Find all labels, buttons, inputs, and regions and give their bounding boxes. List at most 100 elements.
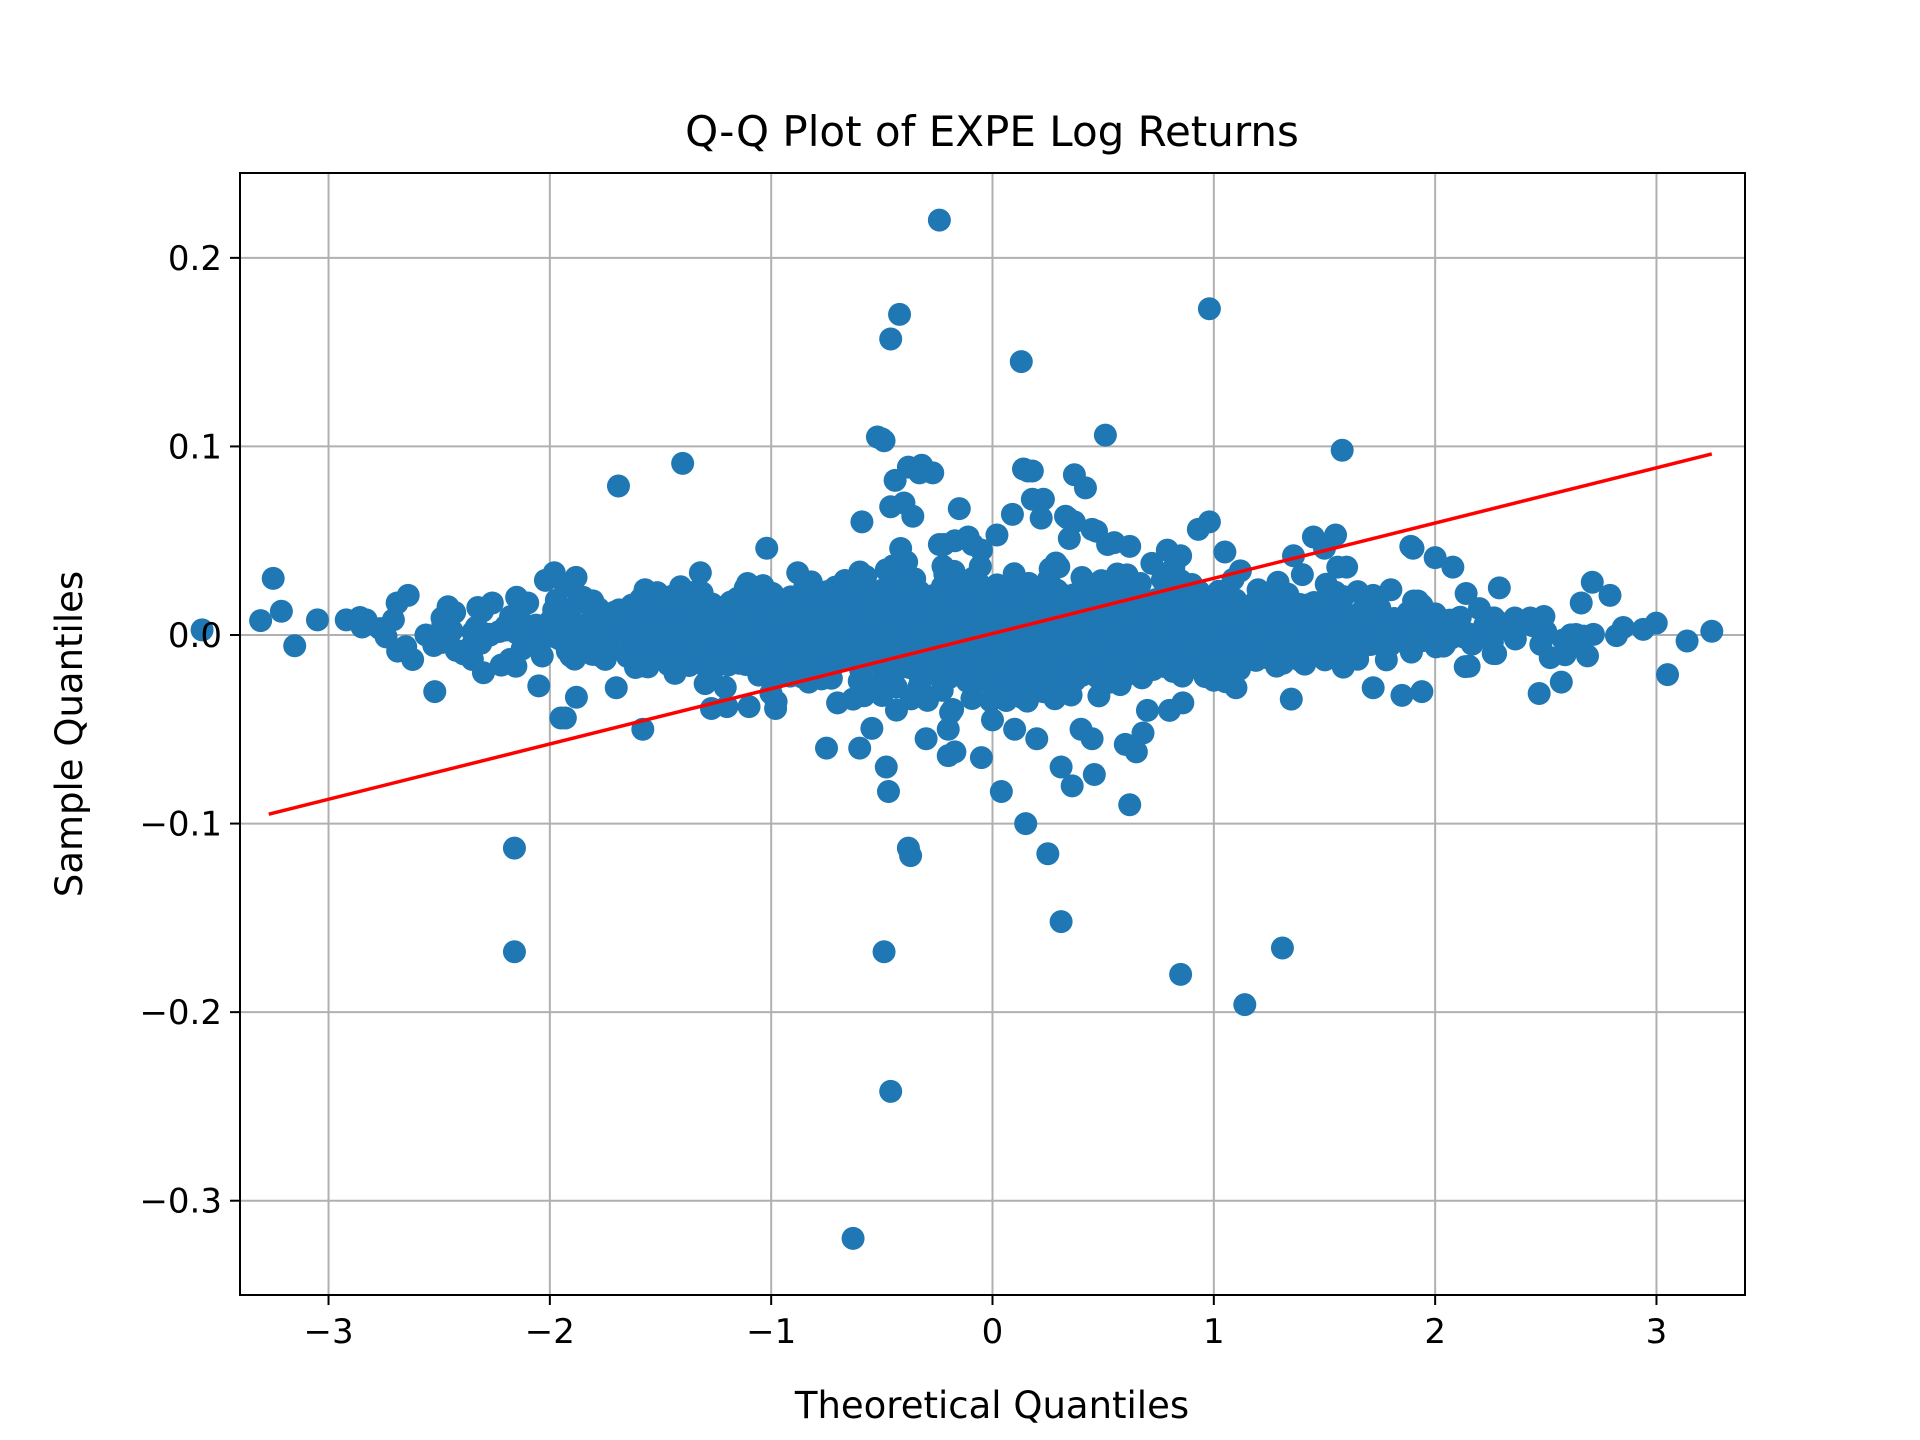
data-point [1036,842,1060,866]
data-point [675,587,699,611]
cloud-point [1156,601,1180,625]
data-point [1082,763,1106,787]
cloud-point [1115,563,1139,587]
cloud-point [910,680,934,704]
data-point [1410,680,1434,704]
data-point [956,525,980,549]
cloud-point [1503,627,1527,651]
y-axis-ticks: −0.3 −0.2 −0.1 0.0 0.1 0.2 [139,239,240,1222]
data-point [1569,591,1593,615]
cloud-point [1339,631,1363,655]
data-point [1062,510,1086,534]
data-point [688,561,712,585]
data-point [1131,721,1155,745]
cloud-point [884,698,908,722]
cloud-point [1417,629,1441,653]
cloud-point [1374,648,1398,672]
cloud-point [887,596,911,620]
data-point [1135,698,1159,722]
cloud-point [1015,679,1039,703]
cloud-point [1117,606,1141,630]
cloud-point [1230,626,1254,650]
cloud-point [700,598,724,622]
data-point [1379,578,1403,602]
data-point [1518,606,1542,630]
data-point [553,574,577,598]
data-point [969,746,993,770]
data-point [888,302,912,326]
x-tick-label: −1 [746,1312,796,1352]
cloud-point [942,559,966,583]
cloud-point [636,621,660,645]
cloud-point [995,646,1019,670]
cloud-point [1402,589,1426,613]
y-tick-label: −0.2 [139,993,222,1033]
cloud-point [702,623,726,647]
cloud-point [862,597,886,621]
reference-line [268,452,1713,816]
data-point [907,461,931,485]
data-point [1169,962,1193,986]
data-point [1538,646,1562,670]
cloud-point [754,608,778,632]
cloud-point [1014,584,1038,608]
cloud-point [826,643,850,667]
data-point [1467,597,1491,621]
data-point [1399,534,1423,558]
cloud-point [918,628,942,652]
cloud-point [1105,650,1129,674]
y-tick-label: 0.0 [168,616,222,656]
cloud-point [789,595,813,619]
data-point [1390,683,1414,707]
data-point [498,648,522,672]
data-point [1000,502,1024,526]
cloud-point [1457,654,1481,678]
data-point [1700,619,1724,643]
cloud-point [939,701,963,725]
y-tick-label: −0.3 [139,1182,222,1222]
data-point [1224,676,1248,700]
cloud-point [636,655,660,679]
cloud-point [748,636,772,660]
cloud-point [840,570,864,594]
data-point [527,674,551,698]
data-point [901,504,925,528]
cloud-point [1305,632,1329,656]
data-point [874,755,898,779]
cloud-point [663,661,687,685]
cloud-point [860,716,884,740]
x-tick-label: 0 [982,1312,1004,1352]
data-point [981,708,1004,732]
cloud-point [1044,551,1068,575]
cloud-point [1038,576,1062,600]
dense-point-cloud [190,526,1699,740]
cloud-point [794,640,818,664]
data-point [786,561,810,585]
cloud-point [1576,644,1600,668]
data-point [815,736,839,760]
data-point [502,836,526,860]
data-point [741,576,765,600]
data-point [1029,506,1053,530]
cloud-point [1398,625,1422,649]
data-point [471,661,495,685]
x-tick-label: 2 [1424,1312,1446,1352]
data-point [1118,534,1142,558]
data-point [1279,687,1303,711]
cloud-point [530,644,554,668]
data-point [1213,540,1237,564]
data-point [870,427,894,451]
data-point [401,648,425,672]
data-point [989,780,1013,804]
cloud-point [866,635,890,659]
cloud-point [1219,602,1243,626]
data-point [1113,732,1137,756]
cloud-point [597,634,621,658]
data-point [1031,487,1055,511]
cloud-point [1371,627,1395,651]
data-point [480,591,504,615]
data-point [1611,615,1635,639]
data-point [1266,570,1290,594]
cloud-point [1440,626,1464,650]
